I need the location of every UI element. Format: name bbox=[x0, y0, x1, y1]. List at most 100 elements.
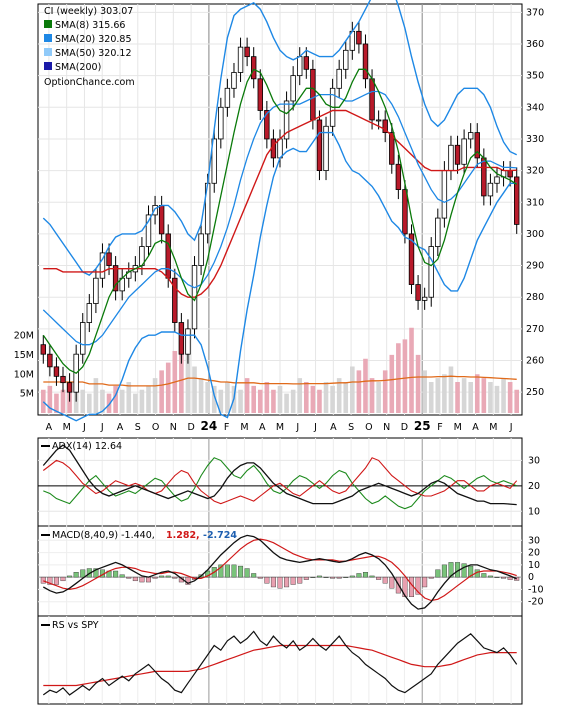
macd-histogram-bar bbox=[435, 569, 441, 578]
macd-signal-line bbox=[43, 538, 517, 602]
legend-swatch-sma8 bbox=[44, 20, 52, 28]
rs-ma-line bbox=[43, 644, 517, 687]
macd-histogram-bar bbox=[80, 569, 86, 578]
candle-body bbox=[198, 233, 204, 266]
candle-body bbox=[402, 189, 408, 235]
volume-bar bbox=[514, 389, 520, 413]
x-tick-label: A bbox=[259, 422, 266, 433]
candle-body bbox=[237, 46, 244, 73]
candle-body bbox=[487, 182, 494, 197]
volume-bar bbox=[126, 382, 132, 413]
candle-body bbox=[435, 217, 441, 247]
macd-histogram-bar bbox=[165, 575, 171, 578]
candle-body bbox=[316, 119, 323, 171]
macd-histogram-bar bbox=[145, 576, 151, 583]
volume-bar bbox=[185, 331, 191, 413]
volume-bar bbox=[93, 378, 99, 413]
macd-histogram-bar bbox=[218, 564, 224, 578]
candle-body bbox=[66, 382, 73, 393]
candle-body bbox=[244, 46, 250, 58]
volume-bar bbox=[317, 389, 322, 413]
x-tick-label: N bbox=[383, 422, 390, 433]
volume-bar bbox=[290, 389, 296, 413]
candle-body bbox=[481, 157, 487, 197]
volume-bar bbox=[244, 378, 250, 413]
macd-histogram-bar bbox=[67, 575, 73, 578]
legend-source: OptionChance.com bbox=[44, 77, 135, 88]
rs-title: RS vs SPY bbox=[41, 620, 99, 631]
macd-histogram-bar bbox=[356, 573, 362, 578]
legend-swatch-sma20 bbox=[44, 34, 52, 42]
candle-body bbox=[323, 125, 329, 171]
x-tick-label: N bbox=[170, 422, 177, 433]
candle-body bbox=[336, 68, 342, 89]
candle-body bbox=[218, 106, 224, 140]
candle-body bbox=[53, 366, 60, 377]
volume-bar bbox=[264, 382, 270, 413]
macd-histogram-bar bbox=[277, 576, 283, 589]
macd-histogram-bar bbox=[113, 570, 119, 578]
x-tick-label: F bbox=[224, 422, 229, 433]
candle-body bbox=[47, 353, 53, 368]
macd-histogram-bar bbox=[487, 575, 493, 578]
candle-body bbox=[297, 56, 303, 77]
macd-histogram-bar bbox=[481, 573, 487, 578]
volume-bar bbox=[350, 366, 355, 413]
bollinger-upper-line bbox=[42, 0, 518, 276]
macd-histogram-bar bbox=[152, 576, 158, 579]
price-tick-label: 270 bbox=[526, 324, 544, 335]
x-tick-label: 24 bbox=[201, 419, 218, 433]
candle-body bbox=[106, 252, 112, 266]
volume-bar bbox=[47, 385, 53, 413]
volume-tick-label: 15M bbox=[14, 350, 34, 361]
candle-body bbox=[290, 75, 296, 102]
macd-histogram-bar bbox=[264, 576, 270, 584]
volume-bar bbox=[198, 378, 204, 413]
candle-body bbox=[494, 176, 500, 184]
price-legend: CI (weekly) 303.07 SMA(8) 315.66 SMA(20)… bbox=[44, 6, 135, 88]
legend-sma200: SMA(200) bbox=[55, 62, 101, 73]
x-tick-label: M bbox=[240, 422, 248, 433]
x-tick-label: O bbox=[152, 422, 159, 433]
macd-histogram-bar bbox=[336, 576, 342, 579]
volume-bar bbox=[448, 366, 454, 413]
volume-ma-line bbox=[43, 375, 517, 387]
volume-bar bbox=[422, 370, 427, 413]
volume-bar bbox=[507, 382, 513, 413]
macd-histogram-bar bbox=[507, 576, 513, 580]
x-tick-label: F bbox=[437, 422, 442, 433]
candle-body bbox=[303, 56, 310, 70]
macd-histogram-bar bbox=[316, 575, 322, 578]
macd-histogram-bar bbox=[376, 576, 382, 580]
volume-bar bbox=[481, 378, 487, 413]
volume-bar bbox=[277, 385, 283, 413]
volume-bar bbox=[225, 382, 230, 413]
candle-body bbox=[277, 138, 283, 159]
volume-bar bbox=[238, 389, 243, 413]
candle-body bbox=[145, 214, 152, 247]
adx-tick-label: 10 bbox=[528, 506, 540, 517]
price-tick-label: 360 bbox=[526, 39, 544, 50]
candle-body bbox=[80, 322, 86, 355]
macd-tick-label: 0 bbox=[528, 572, 534, 583]
macd-histogram-bar bbox=[310, 576, 316, 578]
price-tick-label: 250 bbox=[526, 387, 544, 398]
volume-bar bbox=[494, 385, 500, 413]
macd-histogram-bar bbox=[415, 576, 421, 595]
macd-histogram-bar bbox=[172, 576, 178, 579]
volume-bar bbox=[106, 393, 112, 413]
macd-histogram-bar bbox=[53, 576, 59, 585]
sma8-line bbox=[42, 68, 518, 374]
volume-bar bbox=[54, 393, 59, 413]
macd-histogram-bar bbox=[270, 576, 276, 588]
volume-bar bbox=[435, 378, 441, 413]
candle-body bbox=[99, 252, 106, 279]
x-tick-label: M bbox=[63, 422, 71, 433]
candle-body bbox=[211, 138, 217, 184]
adx-tick-label: 20 bbox=[528, 481, 540, 492]
macd-histogram-bar bbox=[126, 576, 132, 579]
x-tick-label: A bbox=[117, 422, 124, 433]
volume-bar bbox=[323, 382, 329, 413]
volume-bar bbox=[40, 389, 46, 413]
volume-bar bbox=[192, 366, 197, 413]
